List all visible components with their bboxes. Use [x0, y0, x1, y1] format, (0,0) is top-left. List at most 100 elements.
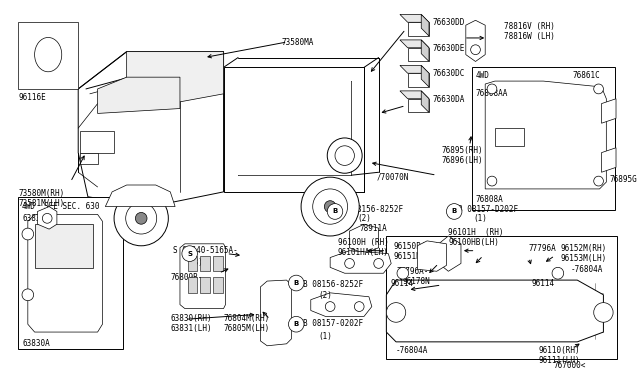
Bar	[80, 131, 114, 153]
Polygon shape	[421, 15, 429, 36]
Text: S: S	[187, 251, 192, 257]
Circle shape	[594, 84, 604, 94]
Text: 96152M(RH): 96152M(RH)	[561, 244, 607, 253]
Circle shape	[447, 203, 462, 219]
Text: 63830G: 63830G	[22, 214, 50, 224]
Polygon shape	[417, 241, 447, 271]
Circle shape	[114, 191, 168, 246]
Text: 96116E: 96116E	[18, 93, 46, 102]
Bar	[35, 224, 93, 268]
Polygon shape	[387, 280, 604, 342]
Text: 78816V (RH): 78816V (RH)	[504, 22, 554, 31]
Polygon shape	[78, 52, 223, 206]
Text: 76630DC: 76630DC	[433, 69, 465, 78]
Text: 96110(RH): 96110(RH)	[538, 346, 580, 355]
Polygon shape	[400, 65, 429, 73]
Circle shape	[470, 45, 481, 55]
Polygon shape	[28, 214, 102, 332]
Polygon shape	[421, 91, 429, 112]
Text: 78816W (LH): 78816W (LH)	[504, 32, 554, 41]
Text: B: B	[294, 321, 299, 327]
Circle shape	[552, 267, 564, 279]
Circle shape	[594, 176, 604, 186]
Polygon shape	[330, 251, 391, 273]
Text: (1): (1)	[474, 214, 488, 224]
Polygon shape	[485, 81, 606, 189]
Polygon shape	[421, 40, 429, 61]
Circle shape	[22, 289, 34, 301]
Text: B 08156-8252F: B 08156-8252F	[343, 205, 403, 214]
Text: 96111(LH): 96111(LH)	[538, 356, 580, 365]
Text: 73580MA: 73580MA	[282, 38, 314, 47]
Text: B: B	[452, 208, 457, 215]
Text: 76896(LH): 76896(LH)	[442, 155, 483, 164]
Text: -76804A: -76804A	[570, 265, 603, 275]
Polygon shape	[408, 48, 429, 61]
Circle shape	[397, 267, 409, 279]
Polygon shape	[408, 22, 429, 36]
Polygon shape	[349, 224, 379, 254]
Circle shape	[374, 259, 383, 268]
Text: 76630DE: 76630DE	[433, 44, 465, 53]
Text: 96100H (RH): 96100H (RH)	[338, 238, 388, 247]
Circle shape	[335, 146, 355, 166]
Text: (2): (2)	[319, 291, 332, 300]
Text: (8): (8)	[189, 257, 204, 267]
Text: 76895G: 76895G	[609, 175, 637, 184]
Circle shape	[301, 177, 359, 236]
Circle shape	[487, 84, 497, 94]
Text: 63830A: 63830A	[22, 339, 50, 348]
Polygon shape	[223, 67, 364, 192]
Text: 4WD: 4WD	[476, 71, 490, 80]
Polygon shape	[466, 20, 485, 61]
Text: 4WD: 4WD	[22, 202, 36, 211]
Polygon shape	[311, 293, 372, 316]
Polygon shape	[602, 99, 616, 123]
Polygon shape	[127, 52, 223, 104]
Polygon shape	[260, 280, 291, 346]
Text: 73580M(RH): 73580M(RH)	[18, 189, 65, 198]
Text: 96153M(LH): 96153M(LH)	[561, 254, 607, 263]
Text: B: B	[294, 280, 299, 286]
Text: 76861C: 76861C	[572, 71, 600, 80]
Bar	[188, 277, 197, 293]
Text: 96178N: 96178N	[403, 277, 431, 286]
Text: 76808AA: 76808AA	[476, 89, 508, 98]
Text: S 08540-5165A-: S 08540-5165A-	[173, 246, 238, 255]
Text: 767000<: 767000<	[553, 362, 586, 371]
Text: -76804A: -76804A	[396, 346, 428, 355]
Text: SEE SEC. 630: SEE SEC. 630	[44, 202, 100, 211]
Text: 78911A: 78911A	[359, 224, 387, 233]
Text: 73581M(LH): 73581M(LH)	[18, 199, 65, 208]
Polygon shape	[238, 81, 351, 175]
Bar	[495, 128, 524, 146]
Circle shape	[22, 228, 34, 240]
Text: 76630DA: 76630DA	[433, 95, 465, 104]
Text: 76895(RH): 76895(RH)	[442, 146, 483, 155]
Text: (2): (2)	[357, 214, 371, 224]
Bar	[188, 256, 197, 271]
Text: 96114: 96114	[390, 279, 413, 288]
Bar	[18, 197, 123, 349]
Text: 77796A-: 77796A-	[396, 267, 428, 276]
Text: 76809B-: 76809B-	[170, 273, 203, 282]
Circle shape	[487, 176, 497, 186]
Bar	[200, 256, 210, 271]
Polygon shape	[421, 65, 429, 87]
Polygon shape	[400, 40, 429, 48]
Circle shape	[289, 275, 304, 291]
Bar	[213, 256, 223, 271]
Circle shape	[313, 189, 348, 224]
Polygon shape	[400, 15, 429, 22]
Circle shape	[594, 303, 613, 322]
Polygon shape	[602, 148, 616, 172]
Bar	[200, 277, 210, 293]
Bar	[18, 22, 78, 89]
Polygon shape	[38, 206, 57, 229]
Polygon shape	[408, 99, 429, 112]
Polygon shape	[97, 77, 180, 113]
Bar	[387, 236, 617, 359]
Circle shape	[325, 302, 335, 311]
Polygon shape	[400, 91, 429, 99]
Text: 96101H  (RH): 96101H (RH)	[449, 228, 504, 237]
